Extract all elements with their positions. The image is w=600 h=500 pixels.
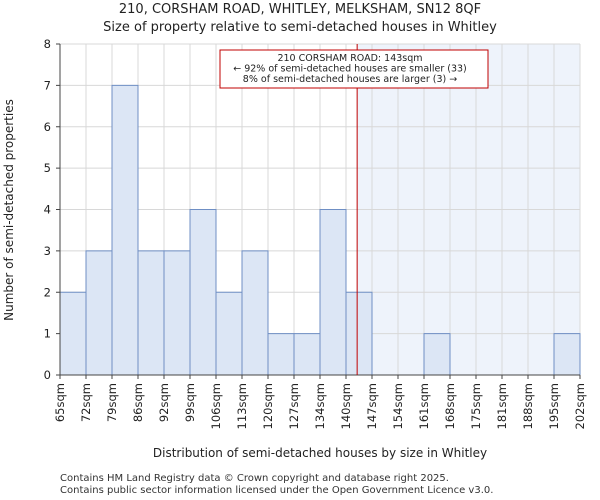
x-tick-label: 72sqm [79, 383, 93, 422]
bar [137, 250, 165, 376]
x-tick-label: 86sqm [131, 383, 145, 422]
x-tick-label: 168sqm [443, 383, 457, 429]
annotation-title: 210 CORSHAM ROAD: 143sqm [277, 53, 422, 64]
x-tick-label: 79sqm [105, 383, 119, 422]
x-tick-label: 113sqm [235, 383, 249, 429]
annotation-box [219, 49, 489, 89]
x-tick-label: 99sqm [183, 383, 197, 422]
y-tick-label: 4 [44, 203, 51, 217]
y-tick-label: 2 [44, 285, 51, 299]
bar [215, 291, 243, 376]
x-tick-label: 92sqm [157, 383, 171, 422]
y-tick-label: 6 [44, 120, 51, 134]
x-tick-label: 134sqm [313, 383, 327, 429]
y-tick-label: 3 [44, 244, 51, 258]
bar [85, 250, 113, 376]
footer-copyright: Contains HM Land Registry data © Crown c… [60, 473, 449, 484]
bar [59, 291, 87, 376]
y-tick-label: 8 [44, 37, 51, 51]
bar [345, 291, 373, 376]
x-tick-label: 65sqm [53, 383, 67, 422]
x-tick-label: 106sqm [209, 383, 223, 429]
bar [241, 250, 269, 376]
x-tick-label: 195sqm [547, 383, 561, 429]
bar [189, 209, 217, 376]
x-tick-label: 175sqm [469, 383, 483, 429]
y-tick-label: 0 [44, 368, 51, 382]
y-tick-label: 1 [44, 327, 51, 341]
footer-licence: Contains public sector information licen… [60, 485, 494, 496]
x-tick-label: 161sqm [417, 383, 431, 429]
bar [319, 209, 347, 376]
bar [163, 250, 191, 376]
x-tick-label: 127sqm [287, 383, 301, 429]
y-tick-label: 5 [44, 161, 51, 175]
bar [293, 333, 321, 376]
x-tick-label: 202sqm [573, 383, 587, 429]
x-tick-label: 147sqm [365, 383, 379, 429]
x-axis-label: Distribution of semi-detached houses by … [153, 446, 487, 460]
annotation-larger: 8% of semi-detached houses are larger (3… [243, 74, 457, 85]
bar [111, 84, 139, 376]
x-tick-label: 154sqm [391, 383, 405, 429]
bar [267, 333, 295, 376]
y-axis-label: Number of semi-detached properties [2, 99, 16, 321]
x-tick-label: 181sqm [495, 383, 509, 429]
x-tick-label: 120sqm [261, 383, 275, 429]
x-tick-label: 188sqm [521, 383, 535, 429]
x-tick-label: 140sqm [339, 383, 353, 429]
bar [423, 333, 451, 376]
annotation-smaller: ← 92% of semi-detached houses are smalle… [233, 64, 467, 75]
bar [553, 333, 581, 376]
chart-title: 210, CORSHAM ROAD, WHITLEY, MELKSHAM, SN… [118, 2, 482, 17]
chart-subtitle: Size of property relative to semi-detach… [103, 20, 497, 35]
y-tick-label: 7 [44, 78, 51, 92]
